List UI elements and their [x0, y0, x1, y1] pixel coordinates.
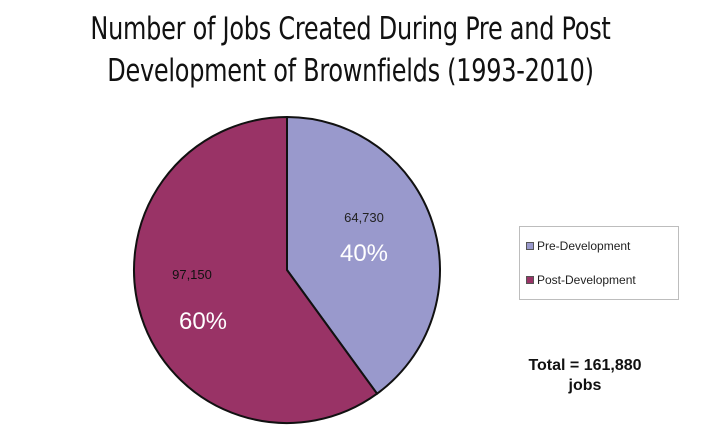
slice-percent-label-pre-development: 40% — [340, 240, 388, 267]
slice-percent-label-post-development: 60% — [179, 308, 227, 335]
legend-label-post-development: Post-Development — [537, 273, 636, 287]
pie-slice-post-development — [133, 115, 379, 424]
legend-swatch-pre-development — [526, 242, 534, 250]
chart-title-line-1: Number of Jobs Created During Pre and Po… — [90, 11, 611, 47]
pie-slice-pre-development — [286, 115, 441, 396]
total-annotation: Total = 161,880 jobs — [500, 356, 670, 396]
chart-title: Number of Jobs Created During Pre and Po… — [49, 8, 652, 92]
slice-value-label-pre-development: 64,730 — [344, 210, 384, 225]
legend-item-pre-development: Pre-Development — [526, 239, 630, 253]
chart-legend: Pre-Development Post-Development — [519, 226, 679, 300]
total-annotation-line-1: Total = 161,880 — [528, 357, 642, 374]
legend-swatch-post-development — [526, 276, 534, 284]
total-annotation-line-2: jobs — [568, 377, 602, 394]
chart-title-line-2: Development of Brownfields (1993-2010) — [107, 53, 594, 89]
pie-slices — [133, 115, 441, 424]
slice-value-label-post-development: 97,150 — [172, 267, 212, 282]
legend-label-pre-development: Pre-Development — [537, 239, 631, 253]
pie-slice-labels: 64,730 40% 97,150 60% — [172, 210, 388, 335]
legend-item-post-development: Post-Development — [526, 273, 636, 287]
